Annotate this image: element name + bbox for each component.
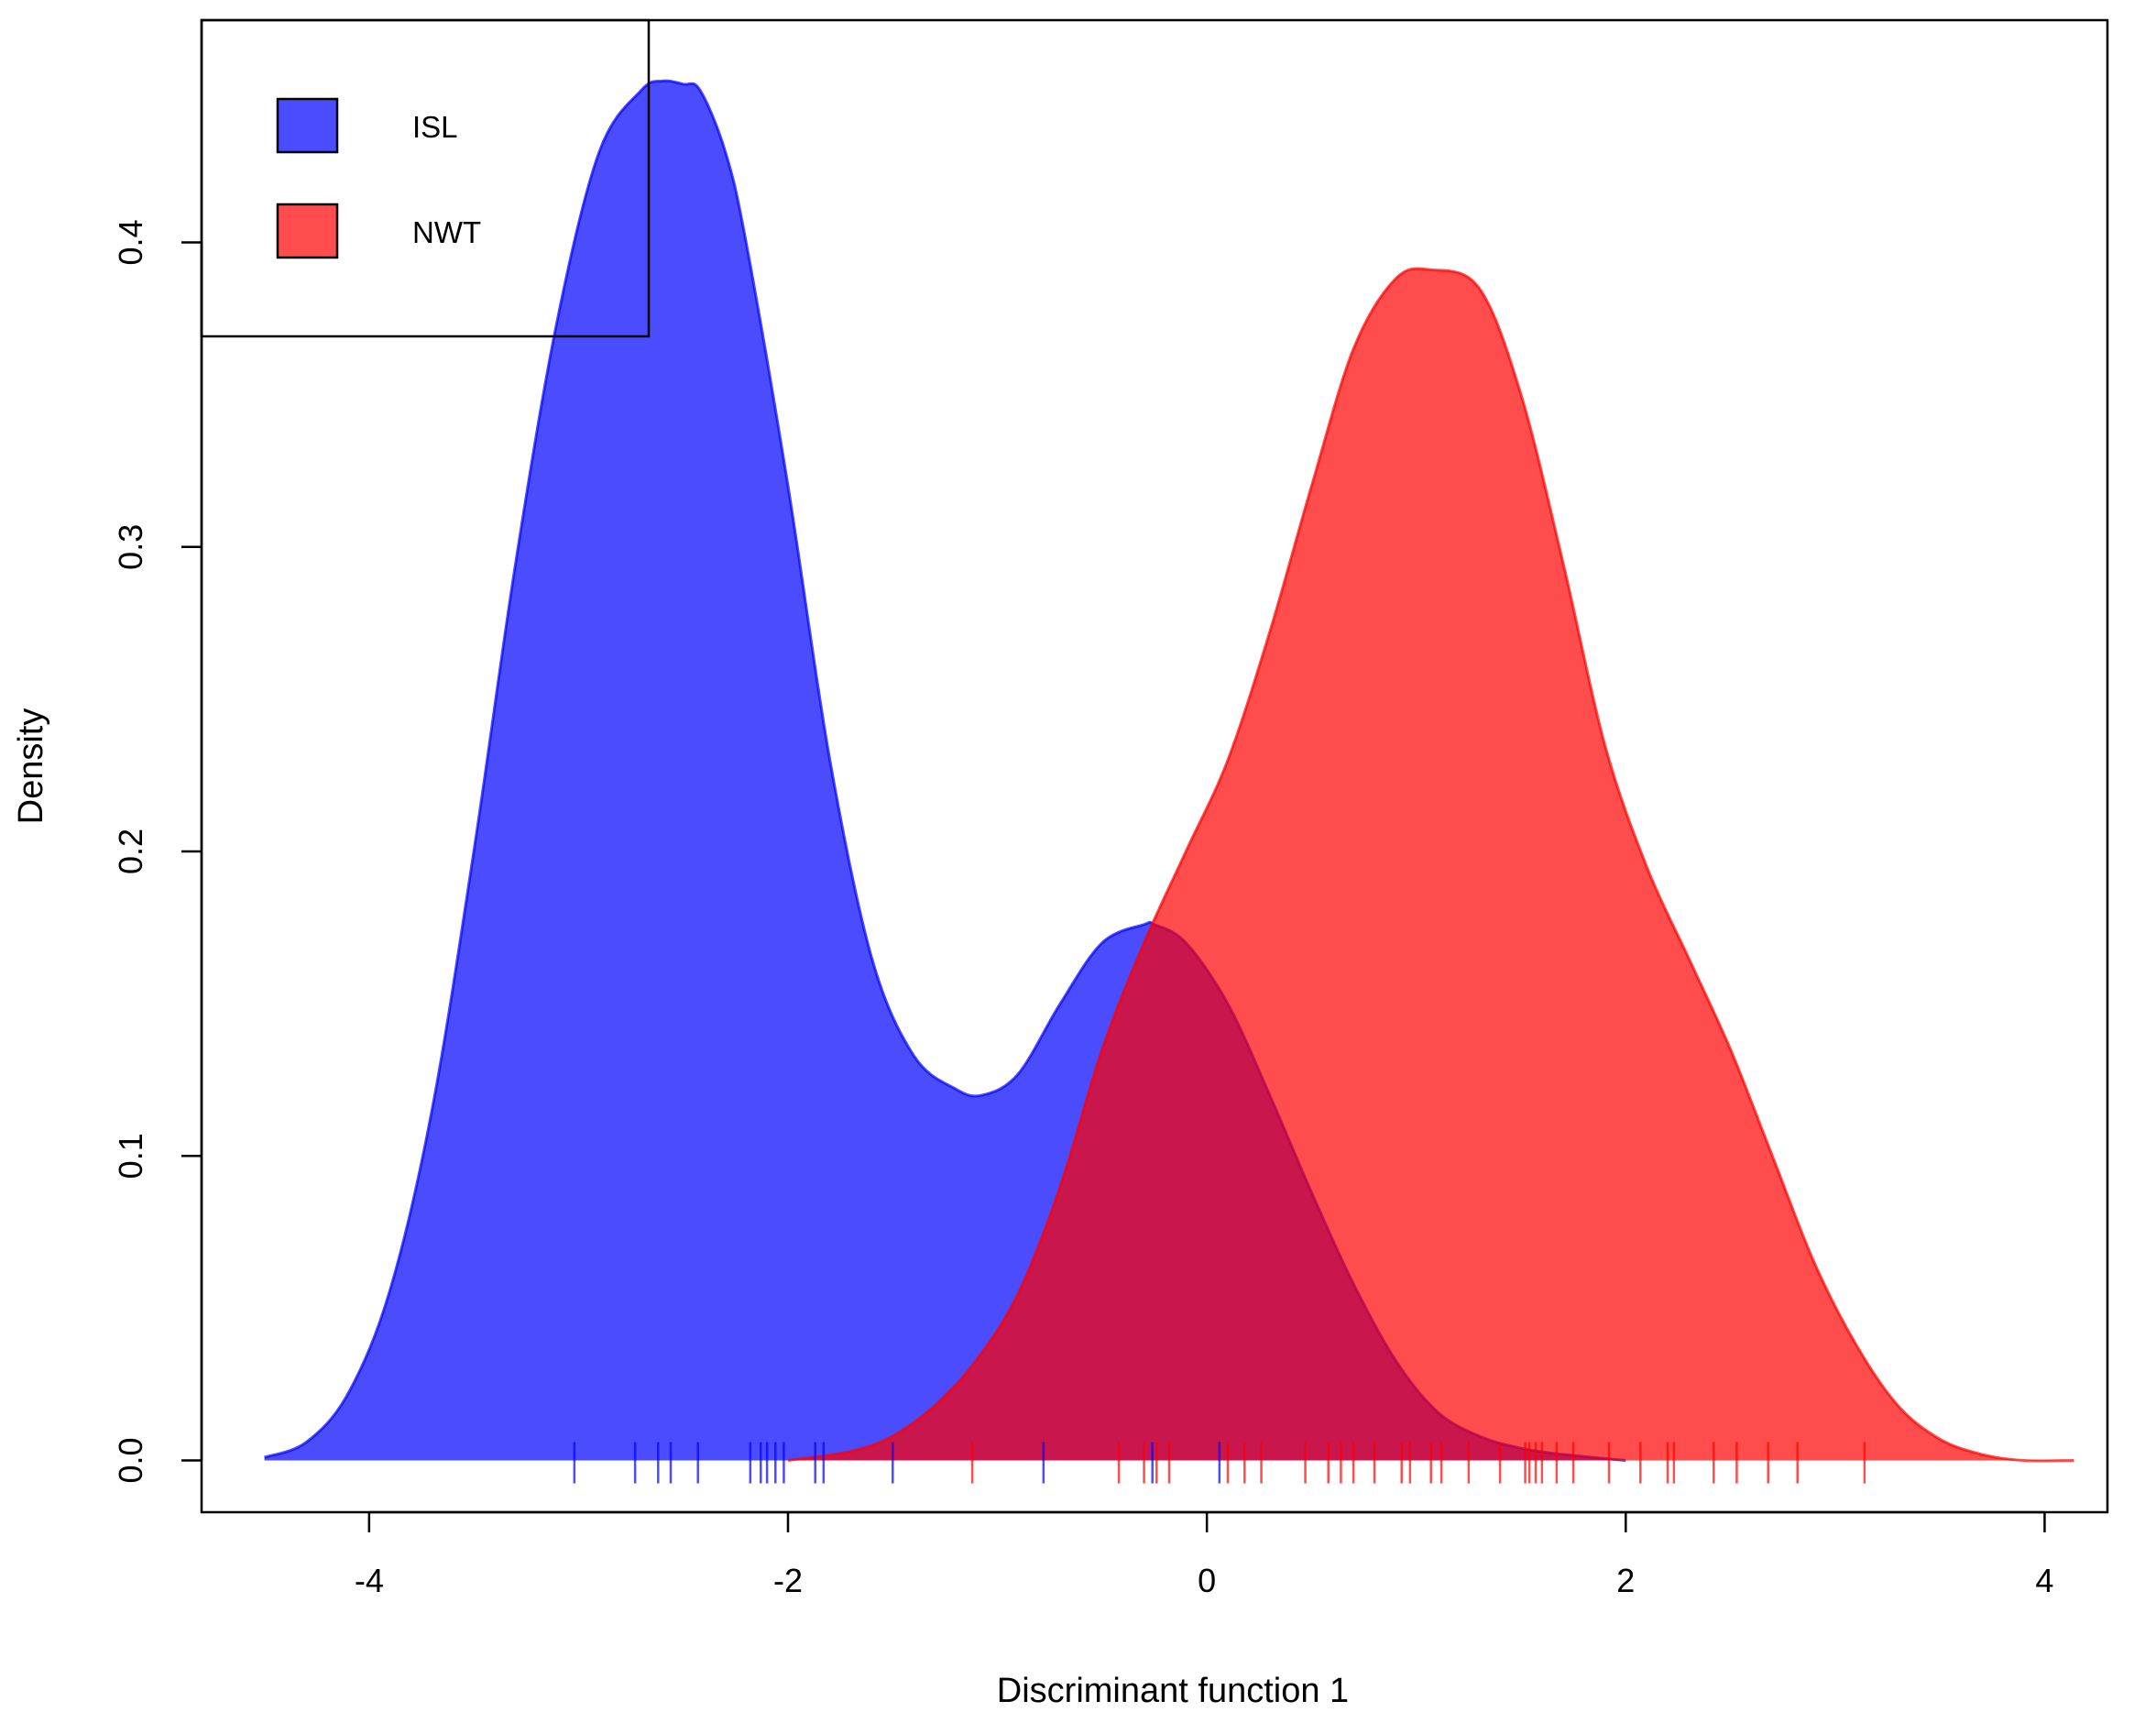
x-tick-label: -2 (773, 1562, 803, 1599)
x-tick-label: 0 (1198, 1562, 1216, 1599)
density-area-nwt (788, 269, 2074, 1461)
x-tick-label: -4 (355, 1562, 384, 1599)
y-tick-label: 0.1 (112, 1133, 149, 1179)
y-tick-label: 0.3 (112, 524, 149, 570)
y-axis-title: Density (12, 708, 50, 825)
legend: ISL NWT (200, 18, 651, 338)
legend-label-nwt: NWT (412, 215, 481, 249)
legend-swatch-isl (276, 97, 339, 154)
x-axis-title: Discriminant function 1 (997, 1672, 1349, 1710)
legend-swatch-nwt (276, 203, 339, 259)
x-tick-label: 2 (1616, 1562, 1635, 1599)
density-line-nwt (787, 267, 2074, 1463)
y-tick-label: 0.4 (112, 219, 149, 265)
density-area-isl (264, 81, 1626, 1461)
rug-marks-layer (573, 1442, 1866, 1484)
x-tick-label: 4 (2035, 1562, 2053, 1599)
y-tick-label: 0.2 (112, 829, 149, 874)
x-axis: -4 -2 0 2 4 (355, 1510, 2053, 1599)
legend-label-isl: ISL (412, 110, 458, 144)
legend-box (200, 18, 651, 338)
y-axis: 0.0 0.1 0.2 0.3 0.4 (112, 219, 203, 1484)
density-series-layer (264, 79, 2074, 1463)
y-tick-label: 0.0 (112, 1437, 149, 1483)
